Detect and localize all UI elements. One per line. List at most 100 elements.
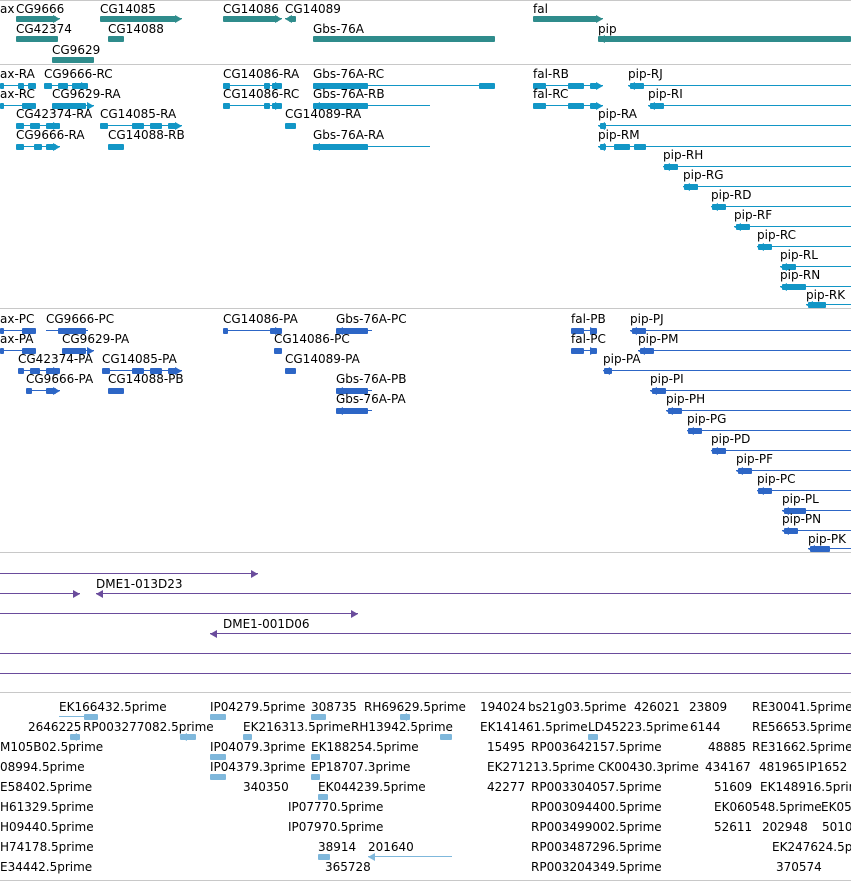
feature-unlabeled[interactable] (0, 0, 80, 598)
feature-gbs-76a-pb[interactable]: Gbs-76A-PB (0, 0, 407, 395)
feature-08994-5prime[interactable]: 08994.5prime (0, 0, 85, 774)
feature-dme1-001d06[interactable]: DME1-001D06 (0, 0, 851, 638)
feature-cg9666[interactable]: CG9666 (0, 0, 64, 23)
feature-cg14086-pc[interactable]: CG14086-PC (0, 0, 350, 354)
feature-ax-pa[interactable]: ax-PA (0, 0, 36, 354)
feature-gbs-76a-pa[interactable]: Gbs-76A-PA (0, 0, 406, 415)
feature-rp003094400-5prime[interactable]: RP003094400.5prime (0, 0, 662, 814)
feature-unlabeled[interactable] (0, 0, 851, 654)
feature-cg9629-ra[interactable]: CG9629-RA (0, 0, 121, 110)
feature-cg14088[interactable]: CG14088 (0, 0, 164, 42)
feature-h74178-5prime[interactable]: H74178.5prime (0, 0, 94, 854)
feature-365728[interactable]: 365728 (0, 0, 371, 874)
feature-pip[interactable]: pip (0, 0, 851, 43)
feature-pip-pc[interactable]: pip-PC (0, 0, 851, 495)
feature-ek247624-5prime[interactable]: EK247624.5prime (0, 0, 851, 854)
feature-ek060548-5prime[interactable]: EK060548.5prime (0, 0, 822, 814)
feature-ax[interactable]: ax (0, 0, 14, 16)
feature-e34442-5prime[interactable]: E34442.5prime (0, 0, 92, 874)
feature-gbs-76a-pc[interactable]: Gbs-76A-PC (0, 0, 407, 335)
feature-pip-rn[interactable]: pip-RN (0, 0, 851, 291)
feature-h61329-5prime[interactable]: H61329.5prime (0, 0, 94, 814)
feature-m105b02-5prime[interactable]: M105B02.5prime (0, 0, 103, 754)
feature-cg9666-rc[interactable]: CG9666-RC (0, 0, 113, 90)
feature-rp003277082-5prime[interactable]: RP003277082.5prime (0, 0, 214, 741)
feature-ek05[interactable]: EK05 (0, 0, 851, 814)
feature-ek141461-5prime[interactable]: EK141461.5prime (0, 0, 588, 734)
feature-rh69629-5prime[interactable]: RH69629.5prime (0, 0, 466, 721)
feature-ek271213-5prime[interactable]: EK271213.5prime (0, 0, 595, 774)
feature-cg14086-rc[interactable]: CG14086-RC (0, 0, 299, 110)
feature-340350[interactable]: 340350 (0, 0, 289, 794)
feature-pip-pa[interactable]: pip-PA (0, 0, 851, 375)
feature-pip-pl[interactable]: pip-PL (0, 0, 851, 515)
feature-6144[interactable]: 6144 (0, 0, 721, 734)
feature-cg14086-pa[interactable]: CG14086-PA (0, 0, 298, 335)
feature-gbs-76a[interactable]: Gbs-76A (0, 0, 495, 42)
feature-pip-pm[interactable]: pip-PM (0, 0, 851, 355)
feature-ek166432-5prime[interactable]: EK166432.5prime (0, 0, 167, 720)
feature-pip-rg[interactable]: pip-RG (0, 0, 851, 191)
feature-194024[interactable]: 194024 (0, 0, 526, 714)
feature-cg14089-pa[interactable]: CG14089-PA (0, 0, 360, 374)
feature-ek148916-5prime[interactable]: EK148916.5prime (0, 0, 851, 794)
feature-rp003304057-5prime[interactable]: RP003304057.5prime (0, 0, 662, 794)
feature-202948[interactable]: 202948 (0, 0, 808, 834)
feature-308735[interactable]: 308735 (0, 0, 357, 720)
feature-23809[interactable]: 23809 (0, 0, 727, 714)
feature-cg42374[interactable]: CG42374 (0, 0, 72, 42)
feature-pip-pf[interactable]: pip-PF (0, 0, 851, 475)
feature-pip-pn[interactable]: pip-PN (0, 0, 851, 535)
feature-481965[interactable]: 481965 (0, 0, 805, 774)
feature-gbs-76a-rc[interactable]: Gbs-76A-RC (0, 0, 495, 89)
feature-ax-ra[interactable]: ax-RA (0, 0, 36, 89)
feature-48885[interactable]: 48885 (0, 0, 746, 754)
feature-ip1652[interactable]: IP1652 (0, 0, 847, 774)
feature-2646225[interactable]: 2646225 (0, 0, 81, 741)
feature-434167[interactable]: 434167 (0, 0, 751, 774)
feature-fal-pb[interactable]: fal-PB (0, 0, 606, 335)
feature-cg9666-pa[interactable]: CG9666-PA (0, 0, 93, 395)
feature-pip-rk[interactable]: pip-RK (0, 0, 851, 308)
feature-ck00430-3prime[interactable]: CK00430.3prime (0, 0, 699, 774)
feature-pip-rd[interactable]: pip-RD (0, 0, 851, 211)
feature-re31662-5prime[interactable]: RE31662.5prime (0, 0, 851, 754)
feature-rp003499002-5prime[interactable]: RP003499002.5prime (0, 0, 662, 834)
feature-cg14086[interactable]: CG14086 (0, 0, 282, 23)
feature-cg14085-pa[interactable]: CG14085-PA (0, 0, 182, 375)
feature-unlabeled[interactable] (0, 0, 851, 674)
feature-re30041-5prime[interactable]: RE30041.5prime (0, 0, 851, 714)
feature-rp003642157-5prime[interactable]: RP003642157.5prime (0, 0, 662, 754)
feature-pip-ri[interactable]: pip-RI (0, 0, 851, 110)
feature-pip-rf[interactable]: pip-RF (0, 0, 851, 231)
feature-pip-ph[interactable]: pip-PH (0, 0, 851, 415)
feature-cg14088-rb[interactable]: CG14088-RB (0, 0, 185, 150)
feature-5010[interactable]: 5010 (0, 0, 851, 834)
feature-pip-rm[interactable]: pip-RM (0, 0, 851, 151)
feature-pip-pd[interactable]: pip-PD (0, 0, 851, 455)
feature-fal[interactable]: fal (0, 0, 603, 23)
feature-pip-pj[interactable]: pip-PJ (0, 0, 851, 335)
feature-ax-pc[interactable]: ax-PC (0, 0, 36, 334)
feature-pip-rc[interactable]: pip-RC (0, 0, 851, 251)
feature-dme1-013d23[interactable]: DME1-013D23 (0, 0, 851, 598)
feature-ek044239-5prime[interactable]: EK044239.5prime (0, 0, 426, 800)
feature-cg14085[interactable]: CG14085 (0, 0, 182, 23)
feature-rp003487296-5prime[interactable]: RP003487296.5prime (0, 0, 662, 854)
feature-201640[interactable]: 201640 (0, 0, 452, 861)
feature-fal-rb[interactable]: fal-RB (0, 0, 603, 90)
feature-cg14086-ra[interactable]: CG14086-RA (0, 0, 299, 90)
feature-cg9666-ra[interactable]: CG9666-RA (0, 0, 85, 151)
feature-pip-pk[interactable]: pip-PK (0, 0, 851, 552)
feature-ip04379-3prime[interactable]: IP04379.3prime (0, 0, 305, 780)
feature-gbs-76a-ra[interactable]: Gbs-76A-RA (0, 0, 430, 151)
feature-ek216313-5prime[interactable]: EK216313.5prime (0, 0, 351, 740)
feature-pip-ra[interactable]: pip-RA (0, 0, 851, 130)
feature-cg14088-pb[interactable]: CG14088-PB (0, 0, 184, 394)
feature-cg9629-pa[interactable]: CG9629-PA (0, 0, 129, 355)
feature-e58402-5prime[interactable]: E58402.5prime (0, 0, 92, 794)
feature-51609[interactable]: 51609 (0, 0, 752, 794)
feature-42277[interactable]: 42277 (0, 0, 525, 794)
feature-15495[interactable]: 15495 (0, 0, 525, 754)
feature-rp003204349-5prime[interactable]: RP003204349.5prime (0, 0, 662, 874)
